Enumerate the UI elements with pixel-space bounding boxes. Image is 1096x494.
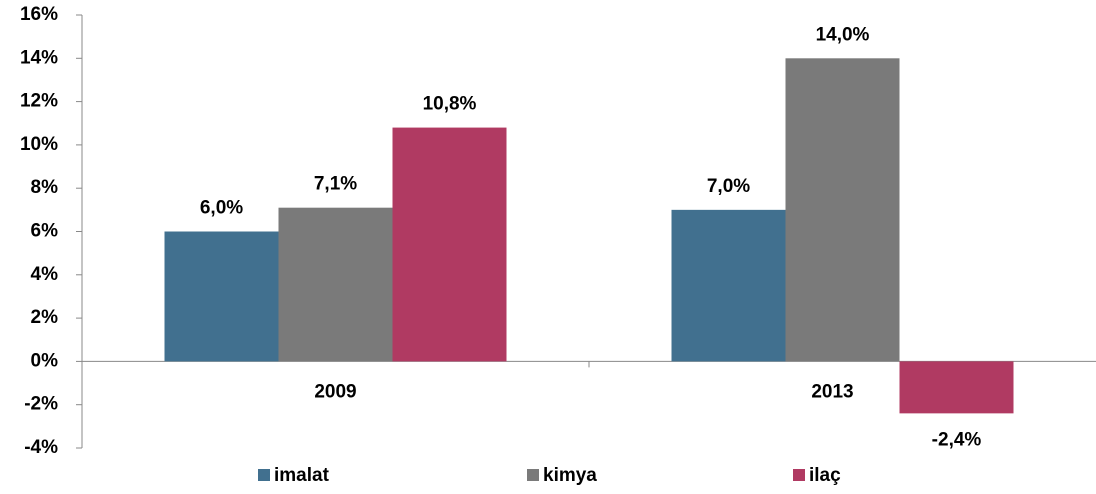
value-label: 7,0% — [707, 176, 750, 197]
legend-swatch — [793, 469, 805, 481]
value-label: 14,0% — [816, 24, 870, 45]
bar — [392, 127, 507, 362]
y-tick-label: 2% — [31, 307, 59, 328]
y-tick-label: 0% — [31, 350, 59, 371]
legend-swatch — [527, 469, 539, 481]
bar — [899, 361, 1014, 414]
y-tick-label: 6% — [31, 221, 59, 242]
y-tick-label: 16% — [20, 4, 58, 25]
bar — [164, 231, 279, 362]
x-tick-label: 2013 — [811, 381, 853, 402]
y-tick-label: 12% — [20, 91, 58, 112]
bar — [671, 209, 786, 362]
legend-label: kimya — [543, 465, 597, 486]
y-tick-label: 10% — [20, 134, 58, 155]
y-tick-label: -4% — [24, 437, 58, 458]
y-tick-label: 8% — [31, 177, 59, 198]
value-label: 7,1% — [314, 174, 357, 195]
legend-swatch — [258, 469, 270, 481]
y-tick-label: 14% — [20, 47, 58, 68]
legend-label: ilaç — [809, 465, 841, 486]
y-tick-label: 4% — [31, 264, 59, 285]
value-label: 10,8% — [423, 94, 477, 115]
value-label: 6,0% — [200, 198, 243, 219]
y-tick-label: -2% — [24, 394, 58, 415]
bar — [278, 207, 393, 362]
bar — [785, 58, 900, 362]
x-tick-label: 2009 — [314, 381, 356, 402]
value-label: -2,4% — [932, 429, 982, 450]
legend-label: imalat — [274, 465, 330, 486]
